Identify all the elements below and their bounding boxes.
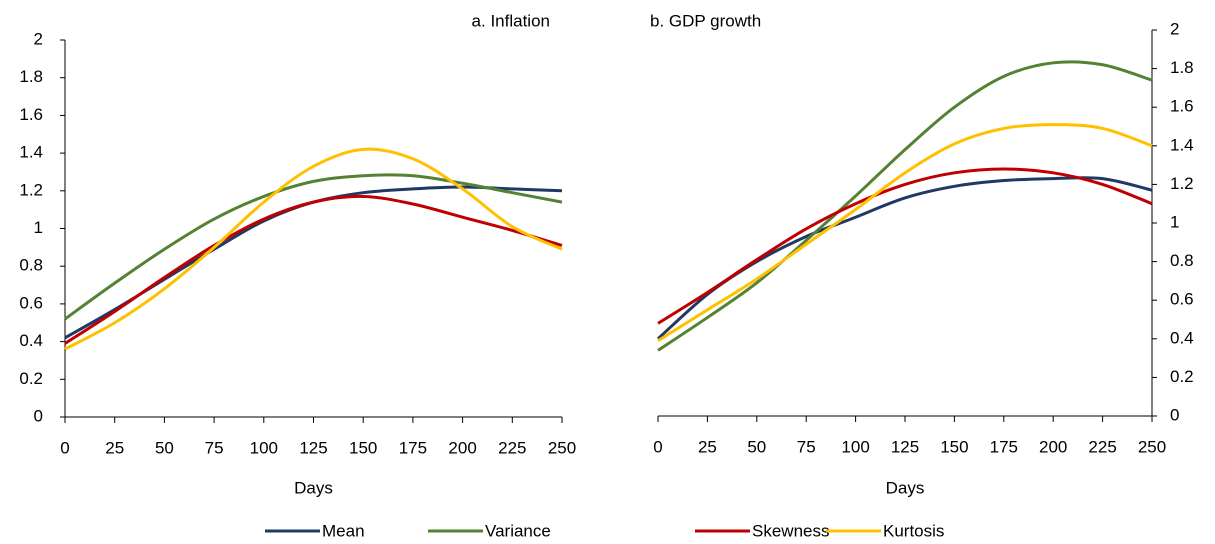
y-tick-label: 1 bbox=[1170, 212, 1179, 231]
x-tick-label: 250 bbox=[548, 438, 576, 457]
x-tick-label: 200 bbox=[448, 438, 476, 457]
y-tick-label: 0 bbox=[34, 406, 43, 425]
y-tick-label: 1.4 bbox=[19, 143, 43, 162]
series-line bbox=[64, 194, 563, 345]
x-axis-label: Days bbox=[294, 478, 333, 497]
x-tick-label: 200 bbox=[1039, 437, 1067, 456]
x-axis-label: Days bbox=[886, 478, 925, 497]
y-tick-label: 1.6 bbox=[1170, 97, 1194, 116]
y-tick-label: 2 bbox=[34, 29, 43, 48]
chart-title: b. GDP growth bbox=[650, 11, 761, 30]
x-tick-label: 100 bbox=[250, 438, 278, 457]
series-line bbox=[656, 176, 1153, 340]
x-tick-label: 75 bbox=[205, 438, 224, 457]
legend-label: Mean bbox=[322, 521, 365, 540]
series-line bbox=[657, 60, 1153, 352]
y-tick-label: 1 bbox=[34, 218, 43, 237]
x-tick-label: 150 bbox=[349, 438, 377, 457]
x-tick-label: 225 bbox=[1088, 437, 1116, 456]
y-tick-label: 0.2 bbox=[19, 369, 43, 388]
x-tick-label: 50 bbox=[747, 437, 766, 456]
x-tick-label: 150 bbox=[940, 437, 968, 456]
x-tick-label: 175 bbox=[990, 437, 1018, 456]
chart-title: a. Inflation bbox=[472, 11, 550, 30]
x-tick-label: 0 bbox=[653, 437, 662, 456]
y-tick-label: 1.6 bbox=[19, 105, 43, 124]
x-tick-label: 175 bbox=[399, 438, 427, 457]
legend-label: Variance bbox=[485, 521, 551, 540]
y-tick-label: 0.8 bbox=[1170, 251, 1194, 270]
y-tick-label: 1.2 bbox=[19, 180, 43, 199]
series-line bbox=[657, 167, 1153, 325]
y-tick-label: 0 bbox=[1170, 405, 1179, 424]
series-line bbox=[657, 123, 1153, 343]
x-tick-label: 225 bbox=[498, 438, 526, 457]
series-line bbox=[64, 173, 563, 321]
y-tick-label: 1.8 bbox=[1170, 58, 1194, 77]
x-tick-label: 75 bbox=[797, 437, 816, 456]
y-tick-label: 0.2 bbox=[1170, 367, 1194, 386]
x-tick-label: 250 bbox=[1138, 437, 1166, 456]
series-line bbox=[64, 147, 563, 351]
y-tick-label: 0.4 bbox=[19, 331, 43, 350]
y-tick-label: 0.4 bbox=[1170, 328, 1194, 347]
x-tick-label: 125 bbox=[891, 437, 919, 456]
x-tick-label: 25 bbox=[105, 438, 124, 457]
y-tick-label: 1.4 bbox=[1170, 135, 1194, 154]
legend-label: Skewness bbox=[752, 521, 829, 540]
y-tick-label: 0.6 bbox=[19, 293, 43, 312]
y-tick-label: 0.8 bbox=[19, 256, 43, 275]
y-tick-label: 0.6 bbox=[1170, 290, 1194, 309]
y-tick-label: 1.2 bbox=[1170, 174, 1194, 193]
y-tick-label: 2 bbox=[1170, 19, 1179, 38]
y-tick-label: 1.8 bbox=[19, 67, 43, 86]
x-tick-label: 25 bbox=[698, 437, 717, 456]
x-tick-label: 50 bbox=[155, 438, 174, 457]
x-tick-label: 0 bbox=[60, 438, 69, 457]
legend-label: Kurtosis bbox=[883, 521, 944, 540]
x-tick-label: 125 bbox=[299, 438, 327, 457]
x-tick-label: 100 bbox=[841, 437, 869, 456]
